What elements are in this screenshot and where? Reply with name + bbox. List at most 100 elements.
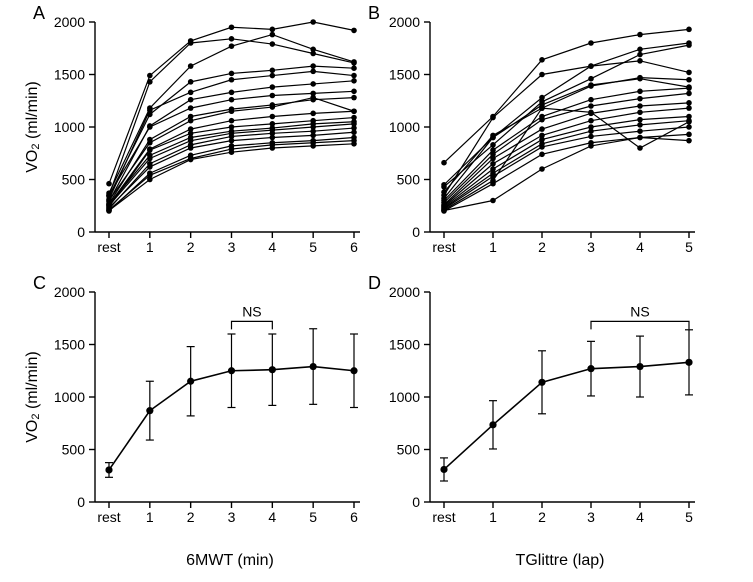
mean-point	[489, 421, 496, 428]
ytick-label: 1000	[389, 119, 420, 135]
xtick-label: 2	[538, 509, 546, 525]
data-point	[351, 108, 357, 114]
panel-letter-B: B	[368, 3, 380, 23]
data-point	[637, 96, 643, 102]
data-point	[351, 78, 357, 84]
mean-point	[310, 363, 317, 370]
data-point	[147, 112, 153, 118]
ytick-label: 0	[77, 494, 85, 510]
data-point	[490, 161, 496, 167]
data-point	[270, 41, 276, 47]
data-point	[188, 105, 194, 111]
mean-point	[440, 466, 447, 473]
data-point	[686, 119, 692, 125]
data-point	[270, 84, 276, 90]
mean-point	[146, 407, 153, 414]
data-point	[588, 110, 594, 116]
data-point	[229, 24, 235, 30]
data-point	[637, 135, 643, 141]
ytick-label: 500	[397, 442, 421, 458]
x-axis-label-right: TGlittre (lap)	[516, 552, 605, 569]
xtick-label: 1	[146, 509, 154, 525]
data-point	[229, 71, 235, 77]
xtick-label: 2	[538, 239, 546, 255]
xtick-label: 2	[187, 239, 195, 255]
xtick-label: 6	[350, 239, 358, 255]
data-point	[270, 145, 276, 151]
data-point	[351, 89, 357, 95]
data-point	[637, 89, 643, 95]
data-point	[490, 135, 496, 141]
data-point	[588, 82, 594, 88]
panel-D: 0500100015002000rest12345DNS	[368, 273, 695, 525]
data-point	[490, 198, 496, 204]
data-point	[588, 103, 594, 109]
ytick-label: 0	[77, 224, 85, 240]
data-point	[270, 32, 276, 38]
data-point	[351, 60, 357, 66]
data-point	[229, 106, 235, 112]
ns-bracket	[232, 321, 273, 329]
data-point	[147, 137, 153, 143]
xtick-label: rest	[432, 509, 455, 525]
xtick-label: 5	[685, 509, 693, 525]
mean-point	[350, 367, 357, 374]
mean-line	[444, 362, 689, 469]
data-point	[229, 118, 235, 124]
data-point	[188, 157, 194, 163]
data-point	[188, 40, 194, 46]
data-point	[270, 102, 276, 108]
data-point	[270, 125, 276, 131]
ytick-label: 2000	[54, 14, 85, 30]
data-point	[147, 147, 153, 153]
data-point	[637, 32, 643, 38]
data-point	[147, 177, 153, 183]
data-point	[229, 128, 235, 134]
data-point	[637, 128, 643, 134]
data-point	[147, 73, 153, 79]
data-point	[270, 27, 276, 33]
data-point	[188, 145, 194, 151]
ns-bracket	[591, 321, 689, 329]
data-point	[270, 68, 276, 74]
data-point	[588, 134, 594, 140]
mean-point	[228, 367, 235, 374]
data-point	[441, 160, 447, 166]
data-point	[310, 51, 316, 57]
xtick-label: 3	[228, 239, 236, 255]
data-point	[270, 114, 276, 120]
ytick-label: 2000	[389, 284, 420, 300]
data-point	[686, 132, 692, 138]
data-point	[637, 52, 643, 58]
panel-letter-A: A	[33, 3, 45, 23]
panel-letter-C: C	[33, 273, 46, 293]
xtick-label: rest	[97, 509, 120, 525]
data-point	[686, 85, 692, 91]
data-point	[490, 156, 496, 162]
data-point	[188, 79, 194, 85]
data-point	[637, 58, 643, 64]
data-point	[351, 129, 357, 135]
panel-B: 0500100015002000rest12345B	[368, 3, 695, 255]
data-point	[588, 118, 594, 124]
mean-point	[187, 378, 194, 385]
data-point	[351, 141, 357, 147]
data-point	[147, 79, 153, 85]
xtick-label: 1	[146, 239, 154, 255]
data-point	[588, 40, 594, 46]
data-point	[539, 57, 545, 63]
data-point	[188, 135, 194, 141]
data-point	[588, 63, 594, 69]
data-point	[310, 97, 316, 103]
xtick-label: 1	[489, 239, 497, 255]
ytick-label: 1500	[54, 67, 85, 83]
data-point	[270, 135, 276, 141]
xtick-label: 5	[309, 239, 317, 255]
data-point	[539, 144, 545, 150]
data-point	[637, 145, 643, 151]
mean-point	[587, 365, 594, 372]
series-line	[444, 127, 689, 209]
data-point	[188, 63, 194, 69]
series-line	[444, 134, 689, 211]
ytick-label: 1000	[389, 389, 420, 405]
